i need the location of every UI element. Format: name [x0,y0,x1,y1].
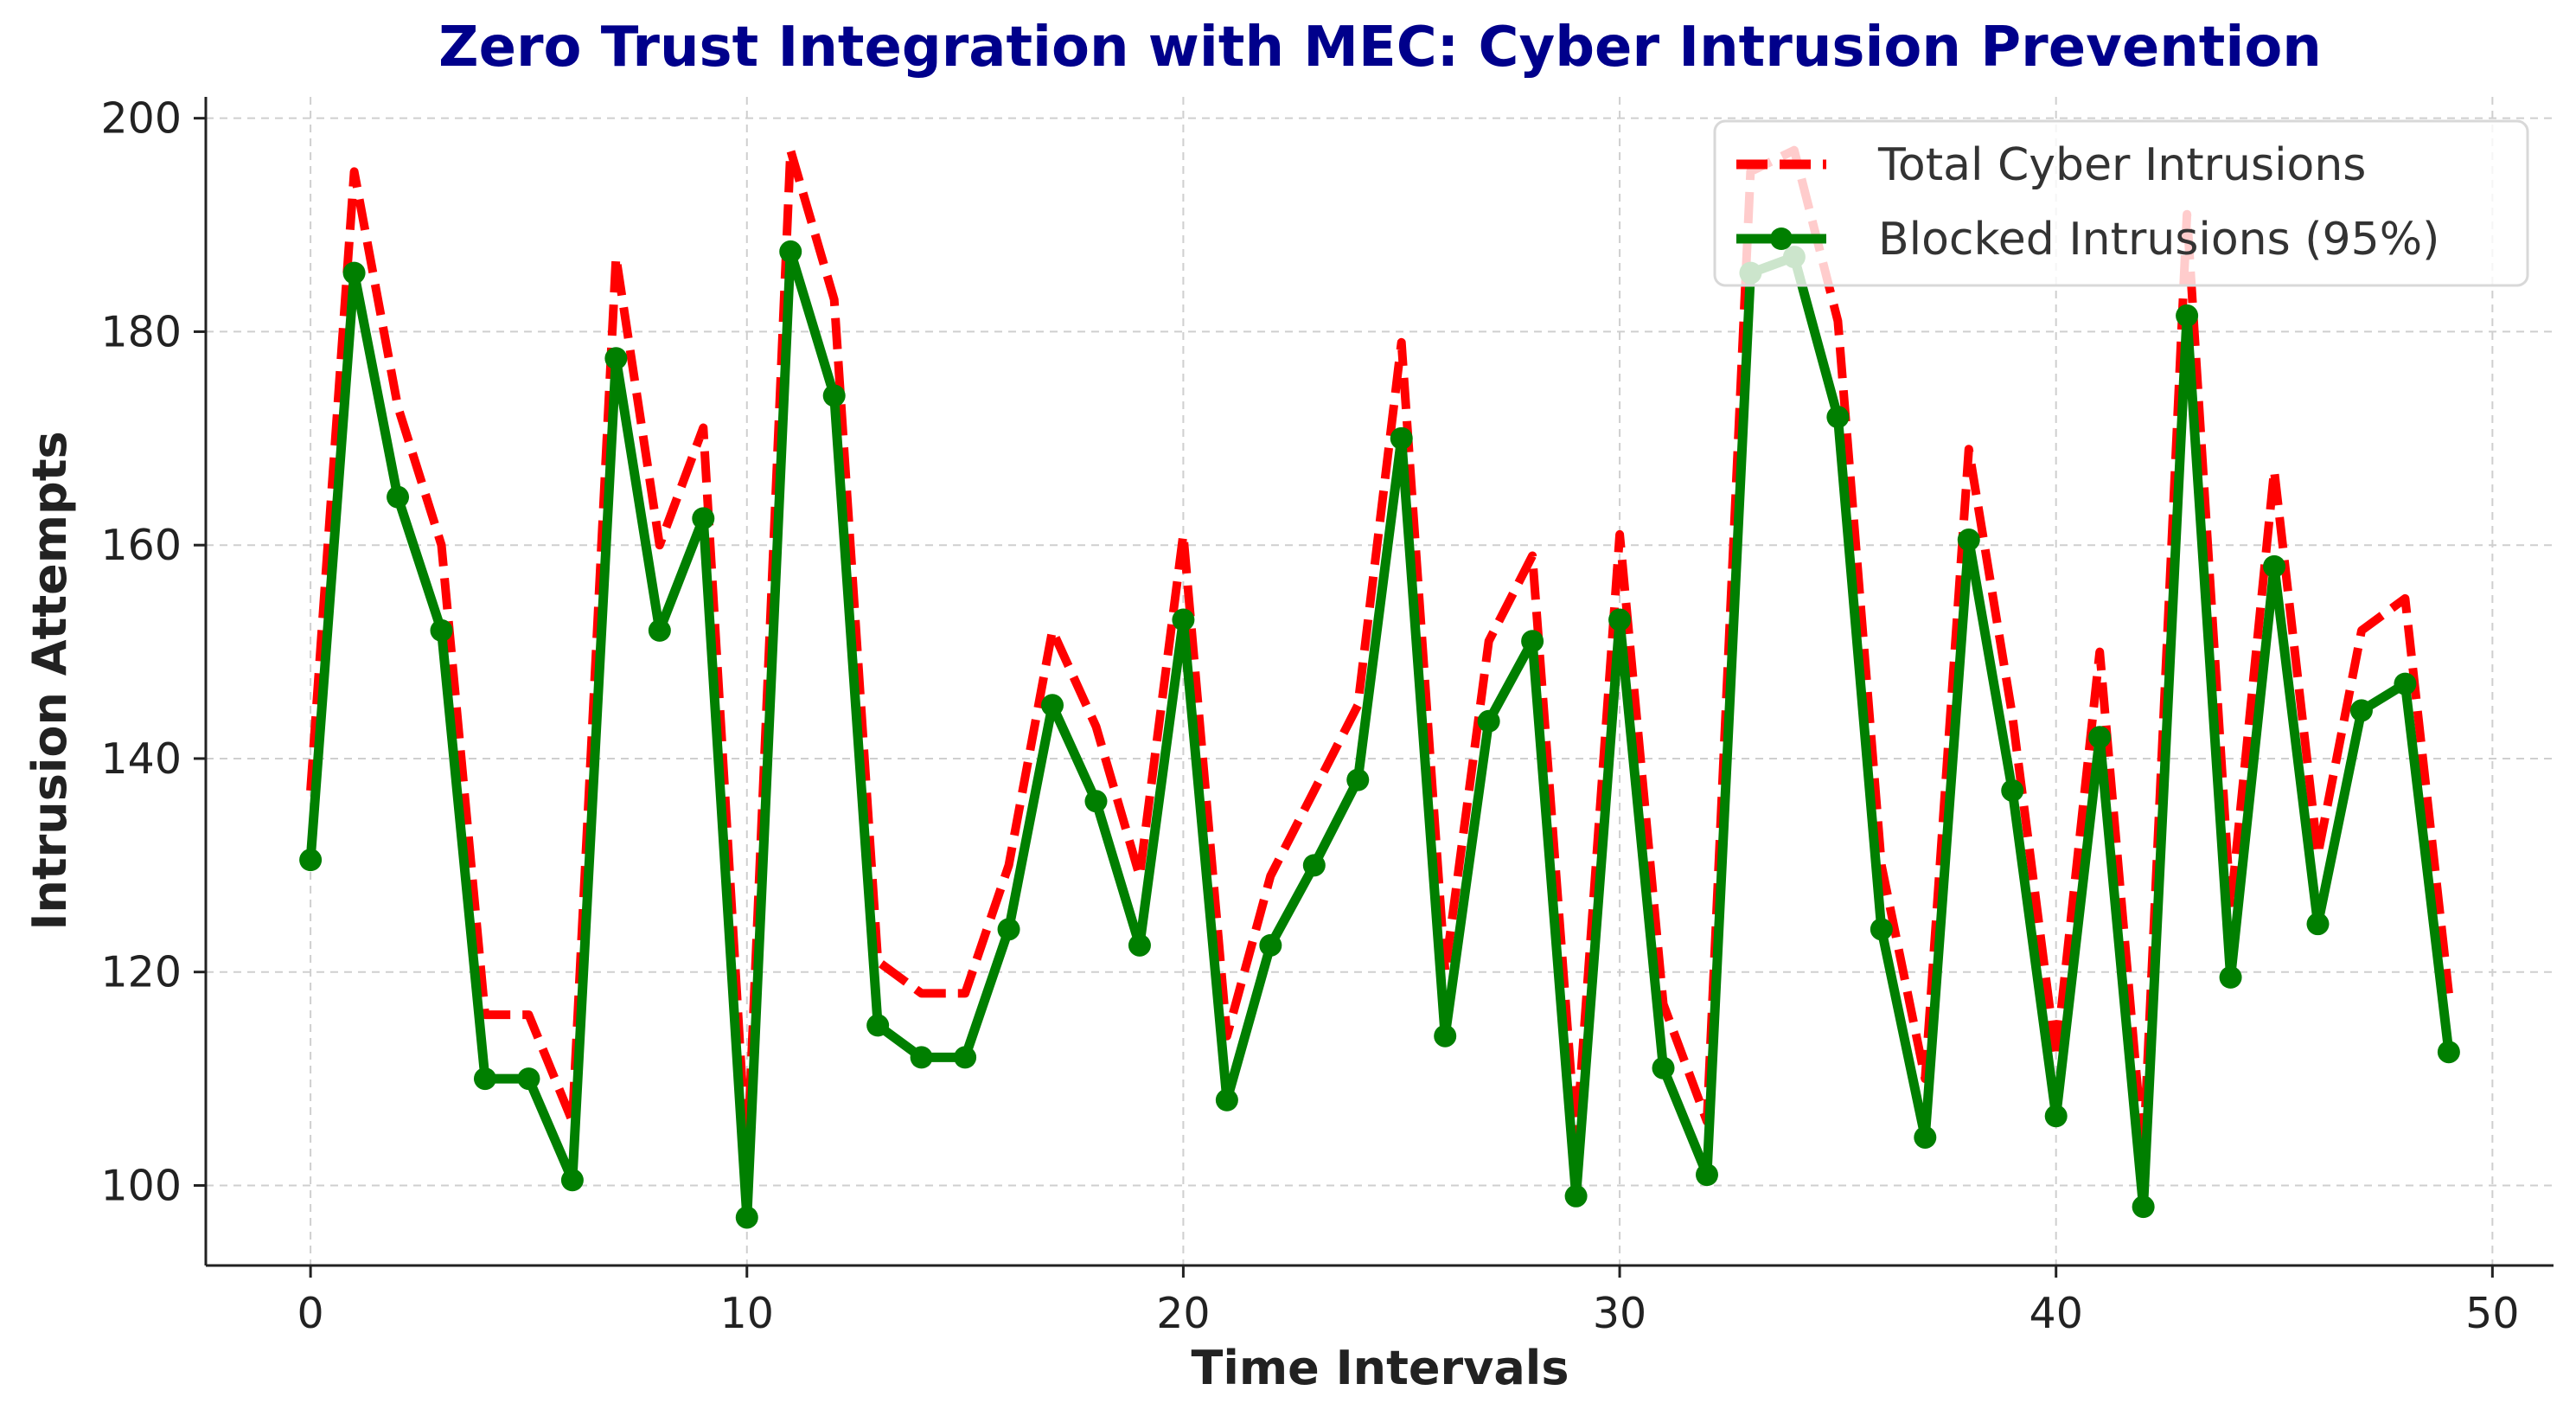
chart-title: Zero Trust Integration with MEC: Cyber I… [438,16,2322,80]
blocked-intrusions-point [1172,608,1195,631]
blocked-intrusions-point [2306,913,2330,936]
blocked-intrusions-point [2437,1041,2460,1064]
x-axis-label: Time Intervals [1192,1341,1569,1395]
y-ticks: 100 120 140 160 180 200 [100,94,206,1210]
x-tick-label: 40 [2029,1289,2083,1338]
blocked-intrusions-line [305,247,2454,1222]
x-tick-label: 50 [2465,1289,2519,1338]
blocked-intrusions-point [2088,726,2112,749]
blocked-intrusions-point [1434,1024,1457,1048]
blocked-intrusions-point [822,384,846,407]
blocked-intrusions-point [1957,529,1980,552]
blocked-intrusions-point [2044,1105,2068,1128]
blocked-intrusions-point [2349,699,2373,722]
blocked-intrusions-point [1826,406,1850,429]
axes [204,97,2554,1267]
blocked-intrusions-point [2001,778,2024,802]
total-intrusions-line [306,145,2453,1169]
x-tick-label: 20 [1156,1289,1210,1338]
y-tick-label: 120 [100,948,182,997]
y-tick-label: 200 [100,94,182,144]
blocked-intrusions-point [342,261,366,285]
legend-swatch-blocked-marker [1770,227,1793,250]
blocked-intrusions-point [299,849,323,872]
legend-label-total: Total Cyber Intrusions [1877,139,2366,191]
y-tick-label: 160 [100,521,182,570]
legend-label-blocked: Blocked Intrusions (95%) [1878,214,2439,266]
legend: Total Cyber Intrusions Blocked Intrusion… [1713,119,2529,287]
x-tick-label: 30 [1593,1289,1646,1338]
blocked-intrusions-point [1695,1163,1718,1187]
blocked-intrusions-point [1215,1088,1238,1112]
blocked-intrusions-point [1914,1125,1937,1149]
y-tick-label: 100 [100,1161,182,1210]
blocked-intrusions-point [1041,694,1064,717]
y-tick-label: 140 [100,734,182,784]
blocked-intrusions-point [779,240,802,263]
blocked-intrusions-point [2263,554,2286,578]
y-tick-label: 180 [100,307,182,356]
blocked-intrusions-point [735,1206,758,1229]
blocked-intrusions-point [1346,768,1370,791]
blocked-intrusions-point [954,1046,977,1069]
blocked-intrusions-point [430,618,453,642]
plot-series [299,145,2460,1229]
blocked-intrusions-point [910,1046,933,1069]
blocked-intrusions-point [1259,933,1282,957]
blocked-intrusions-point [1608,608,1632,631]
blocked-intrusions-point [1521,630,1544,653]
blocked-intrusions-point [1128,933,1151,957]
blocked-intrusions-point [560,1169,584,1192]
x-tick-label: 0 [297,1289,324,1338]
y-axis-label: Intrusion Attempts [22,431,77,930]
blocked-intrusions-point [473,1067,496,1091]
blocked-intrusions-point [2132,1195,2155,1219]
grid-lines [206,97,2554,1265]
blocked-intrusions-point [1477,709,1500,733]
blocked-intrusions-point [997,918,1020,941]
blocked-intrusions-point [2176,304,2199,327]
blocked-intrusions-point [1302,854,1326,877]
blocked-intrusions-point [387,485,410,509]
blocked-intrusions-point [866,1014,890,1037]
blocked-intrusions-point [648,618,671,642]
blocked-intrusions-point [1390,426,1413,450]
blocked-intrusions-point [604,347,628,370]
blocked-intrusions-point [692,507,715,530]
blocked-intrusions-point [1564,1184,1588,1208]
blocked-intrusions-point [2394,672,2417,695]
x-tick-label: 10 [720,1289,774,1338]
blocked-intrusions-point [2219,965,2242,989]
x-ticks: 0 10 20 30 40 50 [297,1265,2520,1338]
blocked-intrusions-point [1084,790,1108,813]
blocked-intrusions-point [1870,918,1893,941]
blocked-intrusions-point [1652,1056,1675,1080]
blocked-intrusions-point [517,1067,540,1091]
legend-box [1713,119,2529,287]
